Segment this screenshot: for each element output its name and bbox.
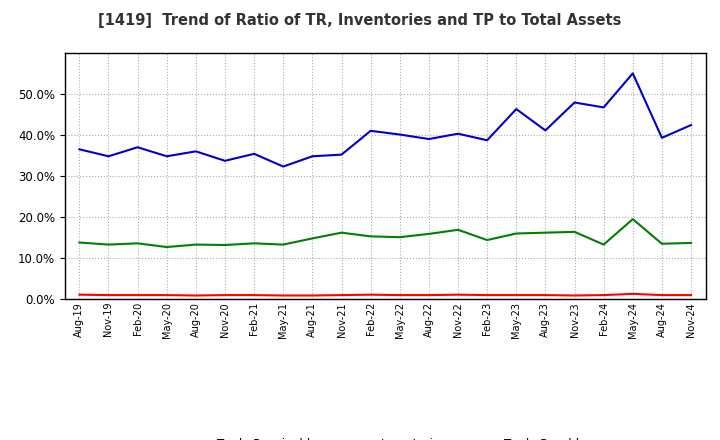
Inventories xyxy=(629,71,637,76)
Trade Receivables xyxy=(337,293,346,298)
Trade Payables xyxy=(75,240,84,245)
Trade Receivables xyxy=(104,293,113,298)
Inventories xyxy=(425,136,433,142)
Inventories xyxy=(75,147,84,152)
Trade Receivables xyxy=(366,292,375,297)
Inventories xyxy=(483,138,492,143)
Inventories xyxy=(687,122,696,128)
Trade Payables xyxy=(483,238,492,243)
Inventories xyxy=(657,135,666,140)
Text: [1419]  Trend of Ratio of TR, Inventories and TP to Total Assets: [1419] Trend of Ratio of TR, Inventories… xyxy=(99,13,621,28)
Trade Payables xyxy=(395,235,404,240)
Trade Receivables xyxy=(192,293,200,298)
Inventories xyxy=(454,131,462,136)
Trade Receivables xyxy=(687,293,696,298)
Inventories xyxy=(250,151,258,157)
Inventories xyxy=(104,154,113,159)
Line: Trade Receivables: Trade Receivables xyxy=(79,294,691,296)
Trade Receivables xyxy=(75,292,84,297)
Line: Inventories: Inventories xyxy=(79,73,691,167)
Trade Receivables xyxy=(250,293,258,298)
Trade Payables xyxy=(104,242,113,247)
Trade Payables xyxy=(570,229,579,235)
Trade Payables xyxy=(629,216,637,222)
Trade Payables xyxy=(308,236,317,241)
Trade Payables xyxy=(366,234,375,239)
Trade Receivables xyxy=(425,293,433,298)
Trade Payables xyxy=(541,230,550,235)
Inventories xyxy=(337,152,346,157)
Trade Payables xyxy=(220,242,229,248)
Trade Payables xyxy=(454,227,462,232)
Inventories xyxy=(512,106,521,112)
Trade Payables xyxy=(687,240,696,246)
Trade Receivables xyxy=(541,293,550,298)
Inventories xyxy=(541,128,550,133)
Trade Receivables xyxy=(483,293,492,298)
Inventories xyxy=(192,149,200,154)
Inventories xyxy=(133,145,142,150)
Trade Receivables xyxy=(395,293,404,298)
Trade Payables xyxy=(657,241,666,246)
Trade Receivables xyxy=(657,293,666,298)
Trade Receivables xyxy=(133,293,142,298)
Trade Receivables xyxy=(279,293,287,298)
Trade Payables xyxy=(337,230,346,235)
Inventories xyxy=(220,158,229,163)
Trade Receivables xyxy=(599,293,608,298)
Trade Receivables xyxy=(570,293,579,298)
Inventories xyxy=(599,105,608,110)
Trade Receivables xyxy=(512,293,521,298)
Trade Receivables xyxy=(220,293,229,298)
Inventories xyxy=(395,132,404,137)
Trade Receivables xyxy=(454,292,462,297)
Trade Payables xyxy=(599,242,608,247)
Line: Trade Payables: Trade Payables xyxy=(79,219,691,247)
Legend: Trade Receivables, Inventories, Trade Payables: Trade Receivables, Inventories, Trade Pa… xyxy=(174,433,597,440)
Trade Payables xyxy=(133,241,142,246)
Trade Payables xyxy=(250,241,258,246)
Trade Payables xyxy=(425,231,433,237)
Inventories xyxy=(570,100,579,105)
Trade Receivables xyxy=(629,291,637,297)
Inventories xyxy=(163,154,171,159)
Trade Payables xyxy=(279,242,287,247)
Trade Payables xyxy=(163,244,171,249)
Inventories xyxy=(308,154,317,159)
Trade Payables xyxy=(512,231,521,236)
Inventories xyxy=(279,164,287,169)
Trade Payables xyxy=(192,242,200,247)
Trade Receivables xyxy=(308,293,317,298)
Trade Receivables xyxy=(163,293,171,298)
Inventories xyxy=(366,128,375,133)
